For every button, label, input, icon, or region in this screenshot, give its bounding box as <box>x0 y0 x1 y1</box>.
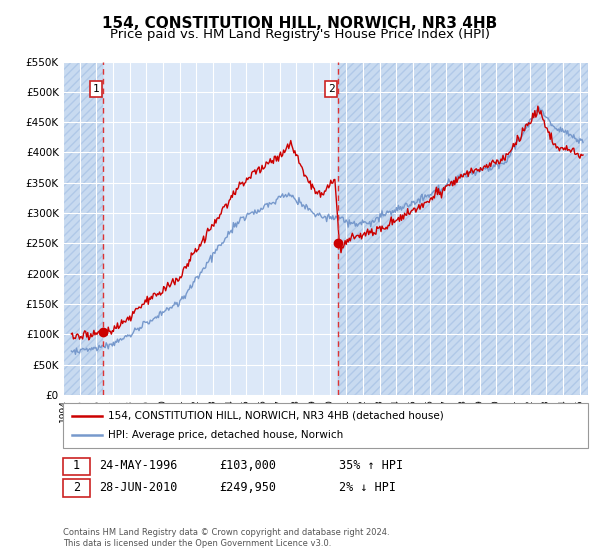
Bar <box>338 62 588 395</box>
Text: Price paid vs. HM Land Registry's House Price Index (HPI): Price paid vs. HM Land Registry's House … <box>110 28 490 41</box>
Text: 35% ↑ HPI: 35% ↑ HPI <box>339 459 403 473</box>
Text: HPI: Average price, detached house, Norwich: HPI: Average price, detached house, Norw… <box>108 431 343 441</box>
Text: 24-MAY-1996: 24-MAY-1996 <box>99 459 178 473</box>
Text: 1: 1 <box>73 459 80 473</box>
Text: 154, CONSTITUTION HILL, NORWICH, NR3 4HB (detached house): 154, CONSTITUTION HILL, NORWICH, NR3 4HB… <box>108 410 444 421</box>
Text: Contains HM Land Registry data © Crown copyright and database right 2024.
This d: Contains HM Land Registry data © Crown c… <box>63 528 389 548</box>
Text: £249,950: £249,950 <box>219 480 276 494</box>
Text: 154, CONSTITUTION HILL, NORWICH, NR3 4HB: 154, CONSTITUTION HILL, NORWICH, NR3 4HB <box>103 16 497 31</box>
Text: £103,000: £103,000 <box>219 459 276 473</box>
Text: 2: 2 <box>73 480 80 494</box>
Text: 1: 1 <box>93 84 100 94</box>
Bar <box>63 62 103 395</box>
Text: 2: 2 <box>328 84 335 94</box>
Text: 28-JUN-2010: 28-JUN-2010 <box>99 480 178 494</box>
Text: 2% ↓ HPI: 2% ↓ HPI <box>339 480 396 494</box>
